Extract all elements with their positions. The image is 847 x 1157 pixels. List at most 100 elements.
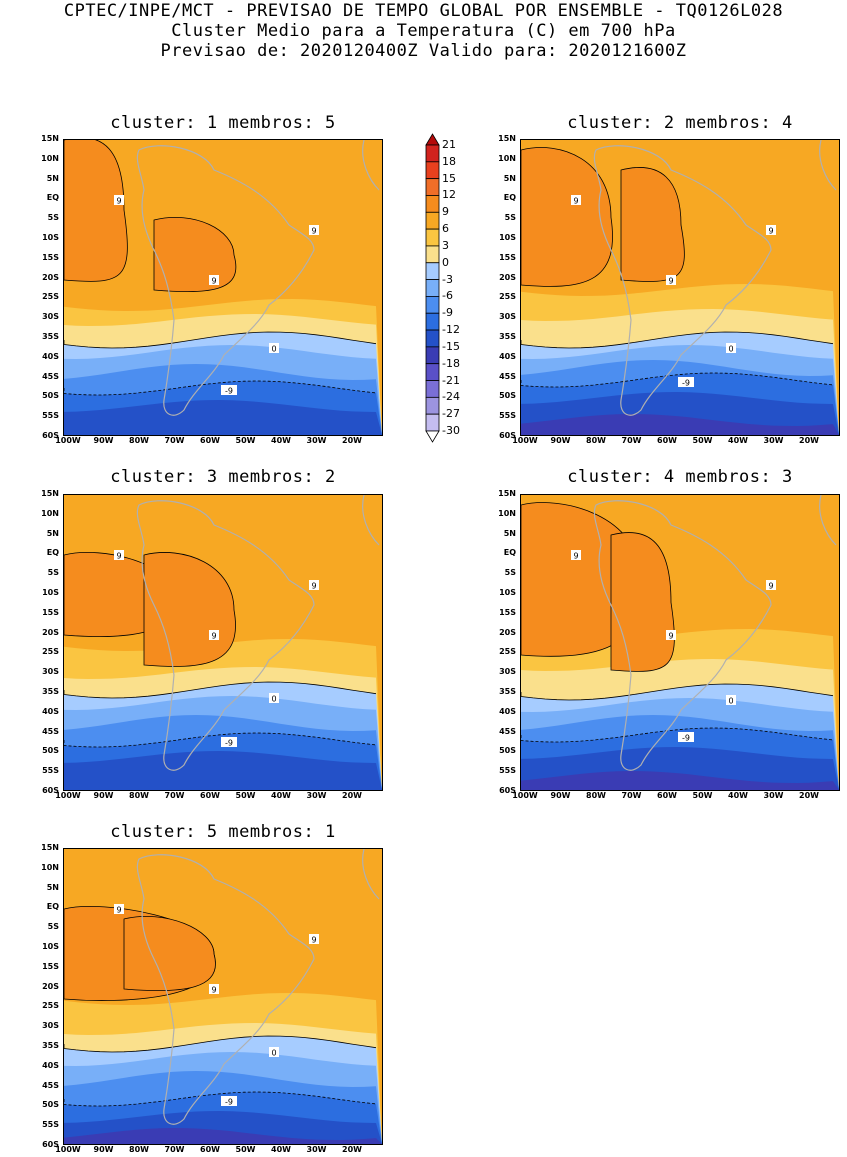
lat-tick-label: 60S — [42, 431, 59, 440]
header-line-1: CPTEC/INPE/MCT - PREVISAO DE TEMPO GLOBA… — [63, 1, 784, 21]
panel-3-title: cluster: 3 membros: 2 — [110, 467, 336, 487]
colorbar-level-label: 15 — [442, 171, 456, 185]
lat-tick-label: 40S — [42, 1060, 59, 1070]
lon-tick-label: 50W — [235, 791, 256, 800]
contour-label: -9 — [225, 387, 233, 396]
lon-tick-label: 100W — [55, 791, 81, 800]
colorbar-level-label: -3 — [442, 272, 453, 286]
colorbar-level-label: -24 — [442, 390, 460, 404]
contour-label-bg — [269, 1047, 279, 1057]
contour-label-bg — [269, 343, 279, 353]
lat-tick-label: 20S — [499, 272, 516, 282]
colorbar-swatch — [425, 195, 440, 213]
lat-tick-label: 20S — [499, 627, 516, 637]
lat-tick-label: 10N — [498, 508, 516, 518]
contour-label-bg — [766, 580, 776, 590]
contour-label: 9 — [211, 986, 216, 995]
lon-tick-label: 40W — [271, 1145, 291, 1154]
contour-label: 9 — [311, 582, 316, 591]
lon-tick-label: 70W — [164, 791, 185, 800]
lon-tick-label: 30W — [306, 791, 327, 800]
continent-outline — [136, 145, 315, 416]
africa-outline — [819, 140, 837, 191]
contour-label: 9 — [116, 552, 121, 561]
colorbar-swatch — [425, 161, 440, 180]
lon-tick-label: 100W — [55, 1145, 81, 1154]
continent-outline — [593, 500, 772, 771]
map-panel-1: 9 9 9 0 -9 — [63, 139, 383, 436]
contour-label: 0 — [271, 1049, 276, 1058]
map-panel-2: 9 9 9 0 -9 — [520, 139, 840, 436]
contour-label: 0 — [271, 345, 276, 354]
colorbar-swatch — [425, 329, 440, 348]
continent-outline — [136, 854, 315, 1125]
lat-tick-label: 15N — [41, 134, 59, 143]
contour-label: 9 — [211, 632, 216, 641]
colorbar: 21 18 15 12 9 6 3 0 -3 -6 -9 -12 -15 -18 -21 -24 -27 -30 — [420, 133, 480, 443]
africa-outline — [819, 495, 837, 546]
lat-tick-label: 35S — [42, 687, 59, 696]
lat-tick-label: 5N — [46, 882, 59, 892]
lon-tick-label: 50W — [692, 791, 713, 800]
contour-label: 9 — [311, 227, 316, 236]
colorbar-swatch — [425, 346, 440, 365]
lat-tick-label: EQ — [503, 548, 516, 558]
lon-tick-label: 40W — [271, 436, 291, 445]
colorbar-level-label: -27 — [442, 407, 460, 421]
minus9-contour — [521, 727, 834, 743]
lat-tick-label: 50S — [42, 746, 59, 756]
lat-tick-label: EQ — [46, 193, 59, 203]
lat-tick-label: 30S — [499, 667, 516, 677]
lat-tick-label: 35S — [499, 332, 516, 341]
lat-tick-label: 50S — [499, 746, 516, 756]
colorbar-level-label: 21 — [442, 138, 456, 151]
lon-tick-label: 70W — [621, 436, 642, 445]
contour-label-bg — [309, 225, 319, 235]
lon-tick-label: 60W — [657, 436, 677, 445]
zero-contour — [521, 683, 834, 701]
lon-tick-label: 40W — [728, 791, 748, 800]
colorbar-level-label: -15 — [442, 339, 460, 353]
contour-label: 9 — [668, 632, 673, 641]
colorbar-level-label: 6 — [442, 222, 449, 236]
contour-label-bg — [221, 385, 237, 395]
colorbar-level-label: -6 — [442, 289, 453, 303]
lat-tick-label: 15N — [498, 134, 516, 143]
contour-label-bg — [666, 275, 676, 285]
lon-tick-label: 80W — [586, 791, 606, 800]
contour-label-bg — [666, 630, 676, 640]
contour-label: 9 — [573, 552, 578, 561]
lat-tick-label: 15N — [41, 489, 59, 498]
contour-label-bg — [209, 275, 219, 285]
lat-tick-label: 15S — [499, 252, 516, 262]
temp-band-m15 — [521, 414, 839, 435]
temp-band-m15 — [64, 1128, 382, 1144]
colorbar-swatch — [425, 245, 440, 264]
continent-outline — [136, 500, 315, 771]
contour-label-bg — [209, 630, 219, 640]
lon-tick-label: 20W — [799, 791, 819, 800]
lat-tick-label: 50S — [499, 391, 516, 401]
map-panel-5: 9 9 9 0 -9 — [63, 848, 383, 1145]
lat-tick-label: 15S — [42, 252, 59, 262]
lat-tick-label: 10S — [42, 588, 59, 597]
warm-region — [620, 167, 685, 282]
lon-tick-label: 30W — [763, 436, 784, 445]
lon-tick-label: 20W — [342, 436, 362, 445]
lat-tick-label: 30S — [499, 312, 516, 322]
colorbar-level-label: -18 — [442, 356, 460, 370]
contour-label: 9 — [116, 197, 121, 206]
continent-outline — [593, 145, 772, 416]
lat-tick-label: 40S — [499, 351, 516, 361]
lat-tick-label: 25S — [499, 647, 516, 657]
lat-tick-label: 10S — [499, 588, 516, 597]
lon-tick-label: 90W — [93, 1145, 114, 1154]
lon-tick-label: 90W — [93, 791, 114, 800]
lon-tick-label: 80W — [129, 791, 149, 800]
temp-band-m12 — [64, 751, 382, 790]
colorbar-swatch — [425, 380, 440, 398]
lon-tick-label: 20W — [342, 1145, 362, 1154]
header-line-2: Cluster Medio para a Temperatura (C) em … — [171, 21, 676, 41]
lat-tick-label: EQ — [46, 902, 59, 912]
lat-tick-label: EQ — [503, 193, 516, 203]
